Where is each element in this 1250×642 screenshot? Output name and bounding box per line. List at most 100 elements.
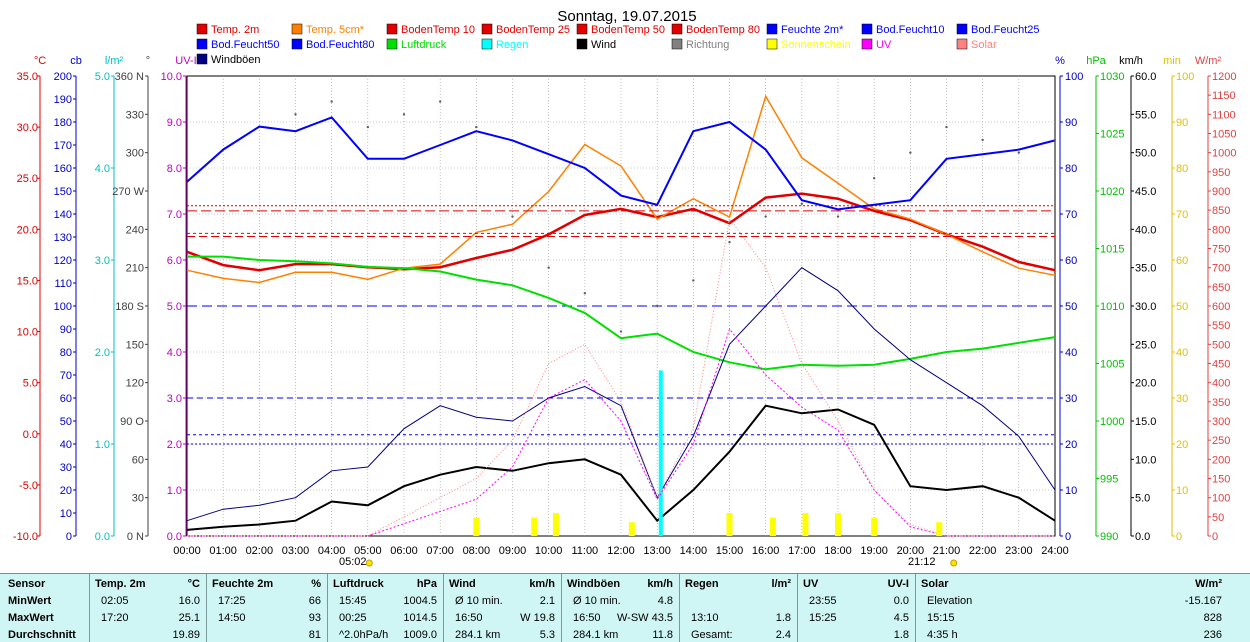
stats-cell-value: 236 bbox=[1203, 629, 1222, 641]
axis-tick-sun: 20 bbox=[1176, 439, 1188, 451]
legend-label: BodenTemp 50 bbox=[591, 24, 665, 36]
axis-tick-dir: 330 bbox=[126, 109, 144, 121]
axis-tick-solar: 50 bbox=[1212, 512, 1224, 524]
axis-tick-cb: 130 bbox=[54, 232, 72, 244]
stats-cell-note: 02:05 bbox=[101, 595, 129, 607]
axis-tick-dir: 30 bbox=[132, 493, 144, 505]
stats-cell-value: 1.8 bbox=[775, 612, 791, 624]
axis-tick-press: 1010 bbox=[1100, 301, 1124, 313]
legend-swatch bbox=[196, 53, 208, 65]
stats-column-separator bbox=[679, 574, 680, 642]
axis-tick-dir: 120 bbox=[126, 378, 144, 390]
legend-label: BodenTemp 10 bbox=[401, 24, 475, 36]
x-tick-label: 22:00 bbox=[969, 545, 997, 557]
axis-tick-press: 995 bbox=[1100, 474, 1118, 486]
legend-swatch bbox=[576, 23, 588, 35]
axis-tick-sun: 50 bbox=[1176, 301, 1188, 313]
axis-tick-temp: 35.0 bbox=[17, 71, 38, 83]
stats-cell-value: -15.167 bbox=[1184, 595, 1222, 607]
series-line-temp-5cm bbox=[186, 94, 1056, 284]
axis-tick-wind: 35.0 bbox=[1135, 263, 1156, 275]
axis-tick-solar: 950 bbox=[1212, 167, 1230, 179]
legend-swatch bbox=[671, 23, 683, 35]
stats-column-separator bbox=[89, 574, 90, 642]
direction-point bbox=[330, 100, 333, 103]
stats-header-unit: l/m² bbox=[771, 578, 791, 590]
x-tick-label: 20:00 bbox=[897, 545, 925, 557]
legend-swatch bbox=[481, 23, 493, 35]
axis-tick-temp: 15.0 bbox=[17, 275, 38, 287]
stats-cell-note: 15:25 bbox=[809, 612, 837, 624]
x-tick-label: 21:00 bbox=[933, 545, 961, 557]
axis-tick-hum: 70 bbox=[1065, 209, 1077, 221]
x-tick-label: 23:00 bbox=[1005, 545, 1033, 557]
axis-tick-solar: 0 bbox=[1212, 531, 1218, 543]
axis-tick-wind: 60.0 bbox=[1135, 71, 1156, 83]
axis-tick-dir: 210 bbox=[126, 263, 144, 275]
direction-point bbox=[511, 215, 514, 218]
axis-tick-wind: 45.0 bbox=[1135, 186, 1156, 198]
axis-tick-cb: 70 bbox=[60, 370, 72, 382]
axis-tick-rain: 5.0 bbox=[95, 71, 110, 83]
axis-tick-sun: 0 bbox=[1176, 531, 1182, 543]
axis-tick-cb: 180 bbox=[54, 117, 72, 129]
sunshine-bar bbox=[628, 522, 635, 536]
stats-header: Feuchte 2m bbox=[212, 578, 274, 590]
axis-tick-dir: 150 bbox=[126, 339, 144, 351]
axis-tick-press: 1020 bbox=[1100, 186, 1124, 198]
legend-label: Temp. 5cm* bbox=[306, 24, 365, 36]
direction-point bbox=[366, 125, 370, 129]
axis-unit-cb: cb bbox=[70, 55, 82, 67]
direction-point bbox=[438, 100, 442, 103]
axis-tick-rain: 1.0 bbox=[95, 439, 110, 451]
axis-tick-solar: 450 bbox=[1212, 359, 1230, 371]
legend-label: BodenTemp 80 bbox=[686, 24, 760, 36]
stats-cell-value: 81 bbox=[308, 629, 321, 641]
axis-tick-uv: 1.0 bbox=[167, 485, 182, 497]
legend-swatch bbox=[576, 38, 588, 50]
series-line-uv bbox=[187, 327, 1055, 537]
axis-tick-press: 1025 bbox=[1100, 129, 1124, 141]
legend-label: Windböen bbox=[211, 54, 261, 66]
axis-tick-solar: 1100 bbox=[1212, 109, 1236, 121]
axis-tick-cb: 80 bbox=[60, 347, 72, 359]
direction-point bbox=[294, 113, 297, 116]
chart-legend: Temp. 2m Temp. 5cm* BodenTemp 10 BodenTemp … bbox=[196, 23, 1040, 66]
sunshine-bar bbox=[473, 517, 480, 536]
x-tick-label: 10:00 bbox=[535, 545, 563, 557]
axis-tick-solar: 600 bbox=[1212, 301, 1230, 313]
axis-tick-rain: 2.0 bbox=[95, 347, 110, 359]
axis-tick-cb: 140 bbox=[54, 209, 72, 221]
axis-tick-sun: 70 bbox=[1176, 209, 1188, 221]
axis-unit-dir: ° bbox=[146, 55, 150, 67]
axis-tick-dir: 90 O bbox=[120, 416, 144, 428]
axis-tick-dir: 270 W bbox=[112, 186, 144, 198]
axis-tick-sun: 60 bbox=[1176, 255, 1188, 267]
axis-tick-uv: 5.0 bbox=[167, 301, 182, 313]
x-tick-label: 07:00 bbox=[426, 545, 454, 557]
axis-tick-temp: 10.0 bbox=[17, 327, 38, 339]
axis-tick-wind: 15.0 bbox=[1135, 416, 1156, 428]
stats-cell-note: 23:55 bbox=[809, 595, 837, 607]
legend-swatch bbox=[196, 23, 208, 35]
stats-column-separator bbox=[561, 574, 562, 642]
stats-header-unit: °C bbox=[187, 578, 200, 590]
axis-tick-wind: 5.0 bbox=[1135, 493, 1150, 505]
axis-unit-uv: UV-I bbox=[175, 55, 196, 67]
stats-cell-value: 16.0 bbox=[178, 595, 200, 607]
axis-tick-temp: 30.0 bbox=[17, 122, 38, 134]
axis-tick-press: 1000 bbox=[1100, 416, 1124, 428]
axis-tick-wind: 30.0 bbox=[1135, 301, 1156, 313]
sunshine-bar bbox=[769, 517, 776, 536]
legend-swatch bbox=[386, 23, 398, 35]
axis-tick-uv: 10.0 bbox=[161, 71, 182, 83]
axis-tick-press: 1030 bbox=[1100, 71, 1124, 83]
direction-point bbox=[800, 202, 804, 205]
axis-tick-rain: 3.0 bbox=[95, 255, 110, 267]
legend-label: Solar bbox=[971, 39, 997, 51]
axis-unit-wind: km/h bbox=[1119, 55, 1143, 67]
axis-tick-hum: 60 bbox=[1065, 255, 1077, 267]
stats-cell-value: 25.1 bbox=[178, 612, 200, 624]
axis-tick-solar: 1000 bbox=[1212, 148, 1236, 160]
direction-point bbox=[981, 138, 984, 142]
